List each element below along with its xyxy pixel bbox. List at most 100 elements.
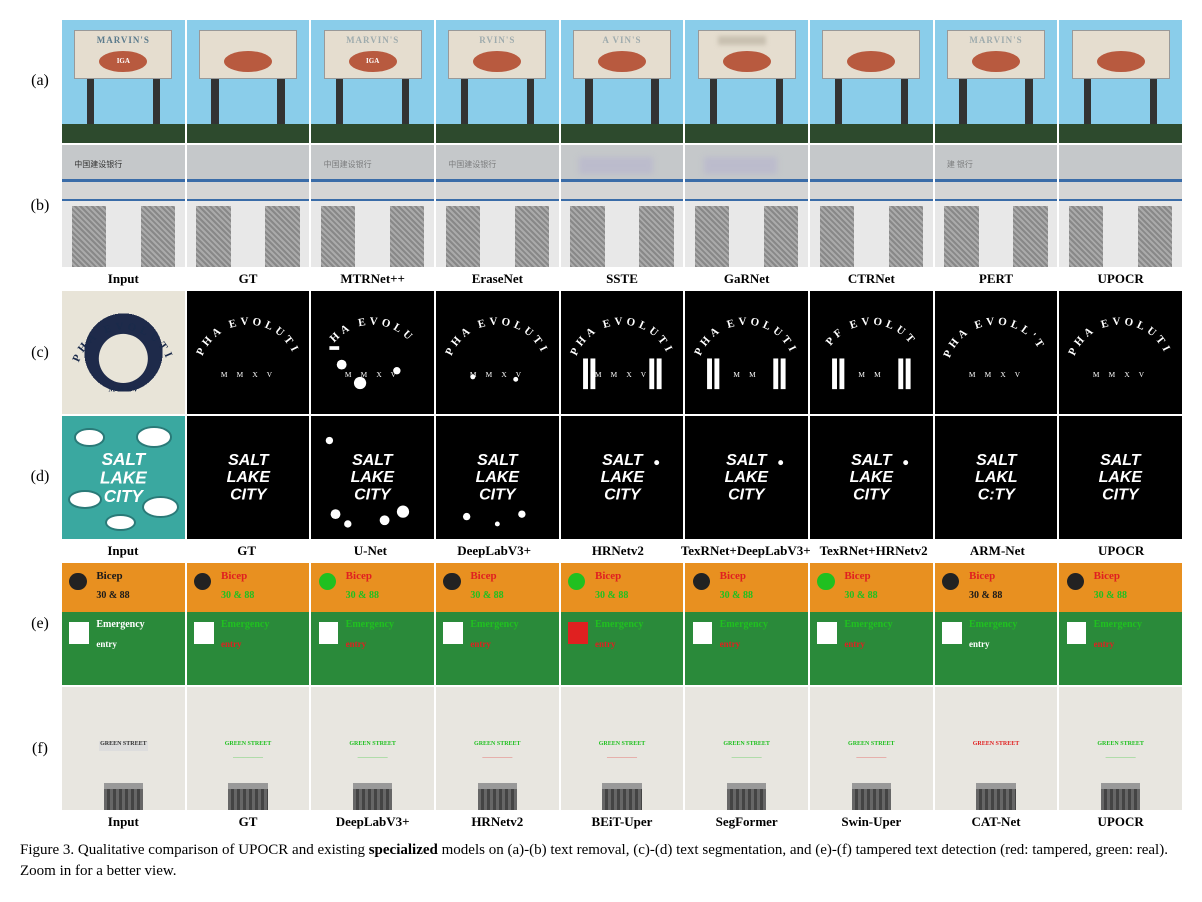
svg-text:LPHA EVOLUTIO: LPHA EVOLUTIO (436, 291, 551, 358)
svg-text:LAKE: LAKE (1099, 469, 1144, 486)
svg-text:M M X V: M M X V (595, 370, 650, 379)
column-label: Input (62, 269, 185, 287)
svg-text:CITY: CITY (104, 486, 145, 506)
svg-text:ALPHA EVOLUTION: ALPHA EVOLUTION (561, 291, 676, 358)
column-label: Input (62, 541, 184, 559)
column-label: EraseNet (436, 269, 559, 287)
figure-cell (561, 145, 684, 268)
svg-text:CITY: CITY (853, 486, 891, 503)
svg-text:SALT: SALT (477, 452, 519, 469)
figure-cell: 中国建设银行 (436, 145, 559, 268)
figure-cell: Bicep30 & 88Emergencyentry (62, 563, 185, 686)
figure-cell: Bicep30 & 88Emergencyentry (1059, 563, 1182, 686)
row-label: (b) (20, 145, 60, 268)
figure-cell: SALTLAKECITY (62, 416, 185, 539)
svg-text:C:TY: C:TY (977, 486, 1016, 503)
svg-text:LAKE: LAKE (226, 469, 271, 486)
figure-cell: SALTLAKECITY (685, 416, 808, 539)
svg-text:ALPHA EVOLUTION: ALPHA EVOLUTION (187, 291, 302, 358)
figure-cell: RVIN'S (436, 20, 559, 143)
column-label: ARM-Net (936, 541, 1058, 559)
svg-text:LPHA EVOLL'T O: LPHA EVOLL'T O (935, 291, 1051, 360)
figure-cell: GREEN STREET—————— (311, 687, 434, 810)
column-label: UPOCR (1060, 541, 1182, 559)
column-label: GT (187, 269, 310, 287)
svg-text:LPHA EVOLUTIO: LPHA EVOLUTIO (685, 291, 800, 358)
row-label: (f) (20, 687, 60, 810)
figure-cell: Bicep30 & 88Emergencyentry (935, 563, 1058, 686)
svg-text:M M X V: M M X V (969, 370, 1024, 379)
figure-cell: ALPHA EVOLUTIONM M X V (62, 291, 185, 414)
figure-cell: SALTLAKECITY (561, 416, 684, 539)
figure-cell: GREEN STREET (935, 687, 1058, 810)
svg-text:SALT: SALT (726, 452, 768, 469)
figure-cell: ALPHA EVOLUTIONM M X V (187, 291, 310, 414)
column-label: UPOCR (1059, 812, 1182, 830)
column-label: MTRNet++ (311, 269, 434, 287)
column-label: Swin-Uper (810, 812, 933, 830)
svg-text:LAKE: LAKE (476, 469, 521, 486)
column-label: DeepLabV3+ (433, 541, 555, 559)
figure-cell: 中国建设银行 (62, 145, 185, 268)
figure-cell: ALPHA EVOLUTION M M X V (561, 291, 684, 414)
row-label: (d) (20, 416, 60, 539)
column-label: Input (62, 812, 185, 830)
svg-text:PF EVOLUT: PF EVOLUT (824, 316, 919, 349)
svg-text:SALT: SALT (602, 452, 644, 469)
figure-cell: GREEN STREET—————— (436, 687, 559, 810)
column-label: CAT-Net (935, 812, 1058, 830)
svg-text:LAKE: LAKE (600, 469, 645, 486)
figure-cell: ALPHA EVOLUTION M M X V (1059, 291, 1182, 414)
svg-text:SALT: SALT (976, 452, 1018, 469)
column-label: U-Net (310, 541, 432, 559)
figure-cell (685, 20, 808, 143)
column-label: HRNetv2 (436, 812, 559, 830)
caption-head: Figure 3. Qualitative comparison of UPOC… (20, 842, 369, 858)
column-label: TexRNet+HRNetv2 (813, 541, 935, 559)
figure-cell (187, 145, 310, 268)
figure-cell: LPHA EVOLUTIOM M X V (436, 291, 559, 414)
column-label: GaRNet (685, 269, 808, 287)
column-label: TexRNet+DeepLabV3+ (681, 541, 811, 559)
svg-text:SALT: SALT (102, 449, 147, 469)
svg-text:SALT: SALT (228, 452, 270, 469)
figure-cell: 中国建设银行 (311, 145, 434, 268)
svg-text:LAKE: LAKE (725, 469, 770, 486)
figure-cell: SALTLAKECITY (810, 416, 933, 539)
column-label: DeepLabV3+ (311, 812, 434, 830)
figure-cell: Bicep30 & 88Emergencyentry (810, 563, 933, 686)
figure-cell: GREEN STREET (62, 687, 185, 810)
svg-text:M M X V: M M X V (345, 370, 400, 379)
figure-cell (810, 20, 933, 143)
column-label: GT (187, 812, 310, 830)
svg-text:M M: M M (734, 370, 760, 379)
svg-text:CITY: CITY (729, 486, 767, 503)
svg-text:HA EVOLU: HA EVOLU (328, 316, 417, 345)
figure-cell: GREEN STREET—————— (561, 687, 684, 810)
row-label: (e) (20, 563, 60, 686)
svg-text:LAKE: LAKE (100, 467, 147, 487)
column-label: CTRNet (810, 269, 933, 287)
figure-cell: Bicep30 & 88Emergencyentry (311, 563, 434, 686)
svg-text:M M X V: M M X V (1093, 370, 1148, 379)
svg-text:CITY: CITY (479, 486, 517, 503)
figure-cell: Bicep30 & 88Emergencyentry (561, 563, 684, 686)
svg-text:SALT: SALT (851, 452, 893, 469)
figure-cell: MARVIN'SIGA (311, 20, 434, 143)
column-label: PERT (935, 269, 1058, 287)
figure-cell: PF EVOLUTM M (810, 291, 933, 414)
figure-cell: Bicep30 & 88Emergencyentry (685, 563, 808, 686)
column-label: HRNetv2 (557, 541, 679, 559)
svg-text:LAKL: LAKL (975, 469, 1018, 486)
figure-cell: SALTLAKECITY (187, 416, 310, 539)
column-label: SSTE (561, 269, 684, 287)
figure-cell: MARVIN'S (935, 20, 1058, 143)
figure-cell: Bicep30 & 88Emergencyentry (187, 563, 310, 686)
figure-cell: HA EVOLU M M X V (311, 291, 434, 414)
figure-cell: GREEN STREET—————— (1059, 687, 1182, 810)
figure-cell (685, 145, 808, 268)
figure-cell: LPHA EVOLL'T O M M X V (935, 291, 1058, 414)
figure-cell: SALTLAKECITY (436, 416, 559, 539)
svg-text:ALPHA EVOLUTION: ALPHA EVOLUTION (1059, 291, 1174, 358)
svg-text:M M X V: M M X V (108, 385, 139, 394)
